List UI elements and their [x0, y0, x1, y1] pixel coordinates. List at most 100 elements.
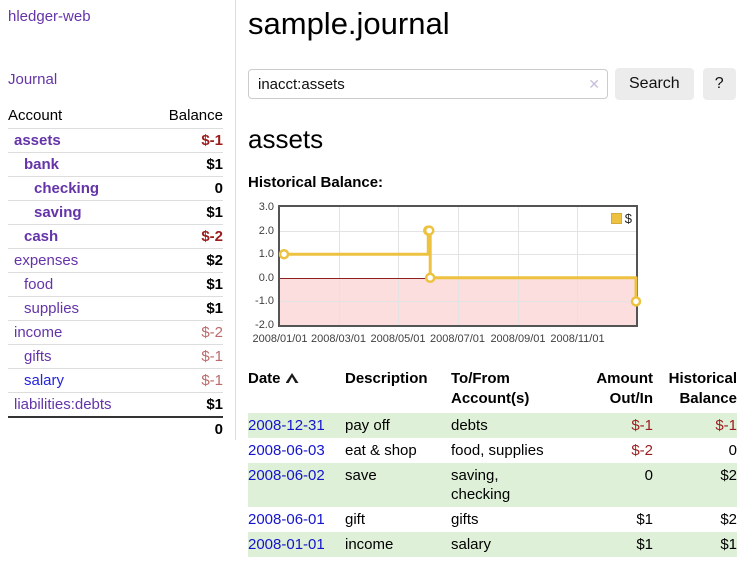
- date-header-label: Date: [248, 370, 281, 387]
- account-balance: $2: [149, 248, 223, 273]
- account-row: salary $-1: [8, 368, 223, 393]
- account-balance: $-1: [149, 344, 223, 369]
- transaction-balance: $1: [720, 536, 737, 553]
- legend-swatch: [610, 213, 622, 224]
- register-header-balance: Historical Balance: [668, 370, 737, 407]
- account-link[interactable]: income: [14, 324, 63, 341]
- account-link[interactable]: liabilities:debts: [14, 396, 112, 413]
- account-link[interactable]: salary: [24, 372, 65, 389]
- transaction-description: eat & shop: [345, 442, 417, 459]
- transaction-accounts: saving, checking: [451, 467, 511, 503]
- x-tick-label: 2008/11/01: [550, 333, 605, 345]
- clear-search-icon[interactable]: ✕: [588, 76, 600, 92]
- y-tick-label: 0.0: [258, 271, 274, 284]
- account-link[interactable]: cash: [24, 228, 59, 245]
- account-row: assets $-1: [8, 128, 223, 153]
- account-balance: $1: [149, 392, 223, 417]
- v-gridline: [517, 207, 519, 325]
- transaction-date-link[interactable]: 2008-06-03: [248, 442, 325, 459]
- transaction-accounts: food, supplies: [451, 442, 544, 459]
- search-form: ✕ Search ?: [248, 68, 742, 100]
- sort-ascending-icon: [285, 373, 299, 383]
- search-button[interactable]: Search: [615, 68, 694, 100]
- account-row: saving $1: [8, 200, 223, 225]
- x-tick-label: 2008/01/01: [252, 333, 308, 345]
- main-content: sample.journal ✕ Search ? assets Histori…: [248, 0, 742, 557]
- accounts-table: Account Balance assets $-1 bank $1 check…: [8, 104, 223, 441]
- data-point-marker: [630, 296, 642, 307]
- sidebar-item-journal[interactable]: Journal: [8, 71, 58, 88]
- register-header-date[interactable]: Date: [248, 367, 345, 413]
- search-input[interactable]: [248, 69, 608, 99]
- transaction-row: 2008-01-01 income salary $1 $1: [248, 532, 737, 557]
- v-gridline: [338, 207, 340, 325]
- account-row: supplies $1: [8, 296, 223, 321]
- account-balance: 0: [149, 176, 223, 201]
- account-link[interactable]: bank: [24, 156, 60, 173]
- x-tick-label: 2008/05/01: [370, 333, 426, 345]
- transaction-balance: $2: [720, 467, 737, 484]
- transaction-row: 2008-06-03 eat & shop food, supplies $-2…: [248, 438, 737, 463]
- register-header-accounts: To/From Account(s): [451, 370, 530, 407]
- brand-link[interactable]: hledger-web: [8, 8, 91, 25]
- data-point-marker: [278, 248, 290, 260]
- v-gridline: [398, 207, 400, 325]
- series-line: [278, 225, 642, 307]
- transaction-description: gift: [345, 511, 366, 528]
- transaction-row: 2008-06-02 save saving, checking 0 $2: [248, 463, 737, 507]
- register-header-description: Description: [345, 370, 428, 387]
- search-box: ✕: [248, 69, 608, 99]
- account-row: expenses $2: [8, 248, 223, 273]
- help-button[interactable]: ?: [702, 68, 736, 100]
- account-link[interactable]: assets: [14, 132, 61, 149]
- y-tick-label: -2.0: [255, 319, 274, 331]
- y-tick-label: -1.0: [255, 295, 274, 308]
- y-tick-label: 3.0: [258, 201, 274, 213]
- register-header-amount: Amount Out/In: [596, 370, 653, 407]
- transaction-date-link[interactable]: 2008-06-01: [248, 511, 325, 528]
- legend-label: $: [624, 211, 632, 226]
- v-gridline: [457, 207, 459, 325]
- account-link[interactable]: supplies: [24, 300, 80, 317]
- y-tick-label: 2.0: [258, 224, 274, 237]
- account-row: bank $1: [8, 152, 223, 177]
- transaction-balance: 0: [728, 442, 737, 459]
- register-header-row: Date Description To/From Account(s) Amou…: [248, 367, 737, 413]
- account-row: income $-2: [8, 320, 223, 345]
- transaction-date-link[interactable]: 2008-06-02: [248, 467, 325, 484]
- account-balance: $1: [149, 200, 223, 225]
- transaction-amount: $-1: [631, 417, 653, 434]
- chart-y-axis: 3.0 2.0 1.0 0.0 -1.0 -2.0: [248, 197, 274, 345]
- account-row: food $1: [8, 272, 223, 297]
- accounts-header-account: Account: [8, 107, 63, 124]
- transaction-row: 2008-06-01 gift gifts $1 $2: [248, 507, 737, 532]
- account-link[interactable]: food: [24, 276, 54, 293]
- transaction-accounts: gifts: [451, 511, 479, 528]
- account-row: checking 0: [8, 176, 223, 201]
- account-row: liabilities:debts $1: [8, 392, 223, 417]
- transaction-date-link[interactable]: 2008-12-31: [248, 417, 325, 434]
- account-row: gifts $-1: [8, 344, 223, 369]
- account-link[interactable]: saving: [34, 204, 82, 221]
- account-balance: $-2: [149, 224, 223, 249]
- x-tick-label: 2008/07/01: [429, 333, 486, 345]
- x-tick-label: 2008/09/01: [490, 333, 546, 345]
- transaction-date-link[interactable]: 2008-01-01: [248, 536, 325, 553]
- transaction-description: pay off: [345, 417, 390, 434]
- transaction-amount: 0: [644, 467, 653, 484]
- register-table: Date Description To/From Account(s) Amou…: [248, 367, 737, 557]
- historical-balance-chart: 3.0 2.0 1.0 0.0 -1.0 -2.0 $ 2008/01/01 2008/03…: [248, 197, 688, 345]
- accounts-header-balance: Balance: [168, 107, 223, 124]
- transaction-row: 2008-12-31 pay off debts $-1 $-1: [248, 413, 737, 438]
- x-tick-label: 2008/03/01: [310, 333, 367, 345]
- chart-title: Historical Balance:: [248, 174, 384, 191]
- account-balance: $1: [149, 152, 223, 177]
- accounts-total-row: 0: [8, 416, 223, 441]
- account-link[interactable]: expenses: [14, 252, 79, 269]
- account-heading: assets: [248, 124, 324, 154]
- y-tick-label: 1.0: [258, 248, 274, 261]
- account-row: cash $-2: [8, 224, 223, 249]
- account-link[interactable]: gifts: [24, 348, 52, 365]
- sidebar: hledger-web Journal Account Balance asse…: [0, 0, 236, 441]
- account-link[interactable]: checking: [34, 180, 100, 197]
